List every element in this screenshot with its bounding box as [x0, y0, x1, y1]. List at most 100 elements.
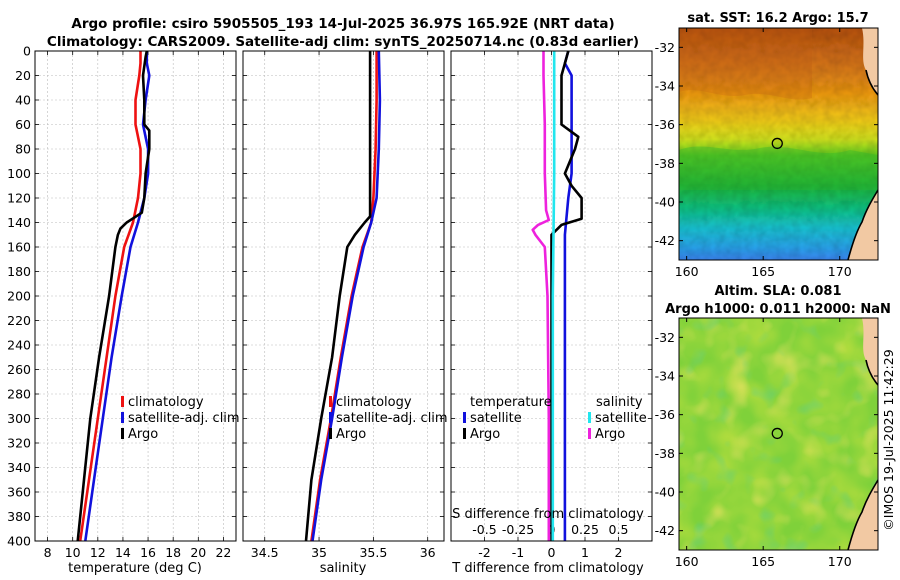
y-tick-label: 20: [15, 68, 31, 83]
legend-label: Argo: [595, 427, 625, 442]
map-x-tick-label: 165: [751, 554, 775, 569]
temperature-legend: climatology satellite-adj. clim Argo: [121, 395, 240, 442]
x-tick-label: 34.5: [251, 545, 279, 560]
sla-map-subtitle: Argo h1000: 0.011 h2000: NaN: [665, 302, 891, 317]
y-tick-label: 200: [7, 289, 31, 304]
series-line-satellite-adj-clim: [311, 51, 382, 541]
y-tick-label: 160: [7, 240, 31, 255]
legend-swatch-s-argo: [588, 428, 591, 439]
salinity-xlabel: salinity: [320, 561, 367, 576]
t-difference-xlabel: T difference from climatology: [451, 561, 644, 576]
map-y-tick-label: -38: [655, 446, 675, 461]
legend-group-title: temperature: [470, 395, 552, 410]
series-group: [76, 51, 151, 541]
sst-map-image: [679, 28, 878, 260]
legend-swatch-s-satellite: [588, 412, 591, 423]
series-group: [531, 51, 583, 541]
map-x-tick-label: 170: [828, 554, 852, 569]
x-tick-label: 36: [420, 545, 436, 560]
s-diff-tick-label: 0.5: [609, 522, 629, 537]
series-line-argo: [304, 51, 372, 541]
x-tick-label: -1: [512, 545, 524, 560]
y-tick-label: 300: [7, 411, 31, 426]
series-line-temperature-satellite: [563, 51, 573, 541]
sst-map-title: sat. SST: 16.2 Argo: 15.7: [687, 11, 868, 26]
x-tick-label: 0: [548, 545, 556, 560]
plot-frame: [450, 50, 653, 542]
legend-swatch-argo: [121, 428, 124, 439]
map-y-tick-label: -38: [655, 156, 675, 171]
legend-label: climatology: [336, 395, 412, 410]
legend-label: satellite-adj. clim: [336, 411, 448, 426]
x-tick-label: 2: [615, 545, 623, 560]
y-tick-label: 40: [15, 93, 31, 108]
series-line-argo: [76, 51, 151, 541]
y-tick-label: 100: [7, 166, 31, 181]
legend-swatch-t-argo: [463, 428, 466, 439]
map-y-tick-label: -40: [655, 195, 675, 210]
sla-map-title: Altim. SLA: 0.081: [715, 284, 842, 299]
legend-group-title: salinity: [596, 395, 643, 410]
map-y-tick-label: -34: [655, 369, 675, 384]
map-x-tick-label: 165: [751, 264, 775, 279]
x-tick-label: 22: [215, 545, 231, 560]
y-tick-label: 80: [15, 142, 31, 157]
x-tick-label: 20: [190, 545, 206, 560]
map-y-tick-label: -32: [655, 330, 675, 345]
map-y-tick-label: -42: [655, 233, 675, 248]
x-tick-label: 35.5: [359, 545, 387, 560]
legend-swatch-t-satellite: [463, 412, 466, 423]
x-tick-label: 8: [44, 545, 52, 560]
map-x-tick-label: 170: [828, 264, 852, 279]
map-frame: [678, 317, 879, 551]
y-tick-label: 220: [7, 313, 31, 328]
x-tick-label: 18: [165, 545, 181, 560]
legend-swatch-argo: [329, 428, 332, 439]
x-tick-label: 1: [581, 545, 589, 560]
sla-argo-position-marker: [771, 427, 783, 440]
y-tick-label: 120: [7, 191, 31, 206]
sla-map-axes: 160 165 170 -32 -34 -36 -38 -40 -42: [655, 317, 879, 569]
salinity-panel: 34.5 35 35.5 36: [242, 50, 445, 560]
y-tick-label: 360: [7, 485, 31, 500]
map-y-tick-label: -42: [655, 523, 675, 538]
plot-frame: [34, 50, 237, 542]
temperature-xlabel: temperature (deg C): [68, 561, 202, 576]
legend-label: satellite: [595, 411, 647, 426]
x-tick-label: 16: [140, 545, 156, 560]
legend-swatch-satellite: [329, 412, 332, 423]
series-line-temperature-argo: [550, 51, 583, 541]
x-tick-label: 10: [65, 545, 81, 560]
s-diff-tick-label: -0.25: [502, 522, 534, 537]
series-line-climatology: [78, 51, 142, 541]
s-difference-xlabel: S difference from climatology: [452, 507, 644, 522]
y-tick-label: 400: [7, 534, 31, 549]
legend-label: Argo: [336, 427, 366, 442]
salinity-legend: climatology satellite-adj. clim Argo: [329, 395, 448, 442]
map-y-tick-label: -36: [655, 407, 675, 422]
map-y-tick-label: -32: [655, 40, 675, 55]
map-y-tick-label: -36: [655, 117, 675, 132]
map-x-tick-label: 160: [675, 264, 699, 279]
map-x-tick-label: 160: [675, 554, 699, 569]
legend-swatch-satellite: [121, 412, 124, 423]
series-group: [304, 51, 382, 541]
difference-legend: temperature satellite Argo salinity sate…: [463, 395, 647, 442]
s-diff-tick-label: 0.25: [571, 522, 599, 537]
difference-panel: -2 -1 0 1 2-0.5 -0.25 0 0.25 0.5: [450, 50, 653, 560]
sst-argo-position-marker: [771, 137, 783, 150]
y-tick-label: 380: [7, 509, 31, 524]
y-tick-label: 340: [7, 460, 31, 475]
y-tick-label: 240: [7, 338, 31, 353]
y-tick-label: 280: [7, 387, 31, 402]
y-tick-label: 260: [7, 362, 31, 377]
y-tick-label: 180: [7, 264, 31, 279]
y-tick-label: 0: [23, 44, 31, 59]
y-tick-label: 320: [7, 436, 31, 451]
s-diff-tick-label: -0.5: [472, 522, 496, 537]
legend-swatch-climatology: [121, 396, 124, 407]
figure-subtitle: Climatology: CARS2009. Satellite-adj cli…: [47, 34, 639, 50]
legend-label: Argo: [470, 427, 500, 442]
temperature-panel: 0 20 40 60 80 100 120 140 160 180 200 220 240 260 280 3…: [7, 44, 237, 560]
